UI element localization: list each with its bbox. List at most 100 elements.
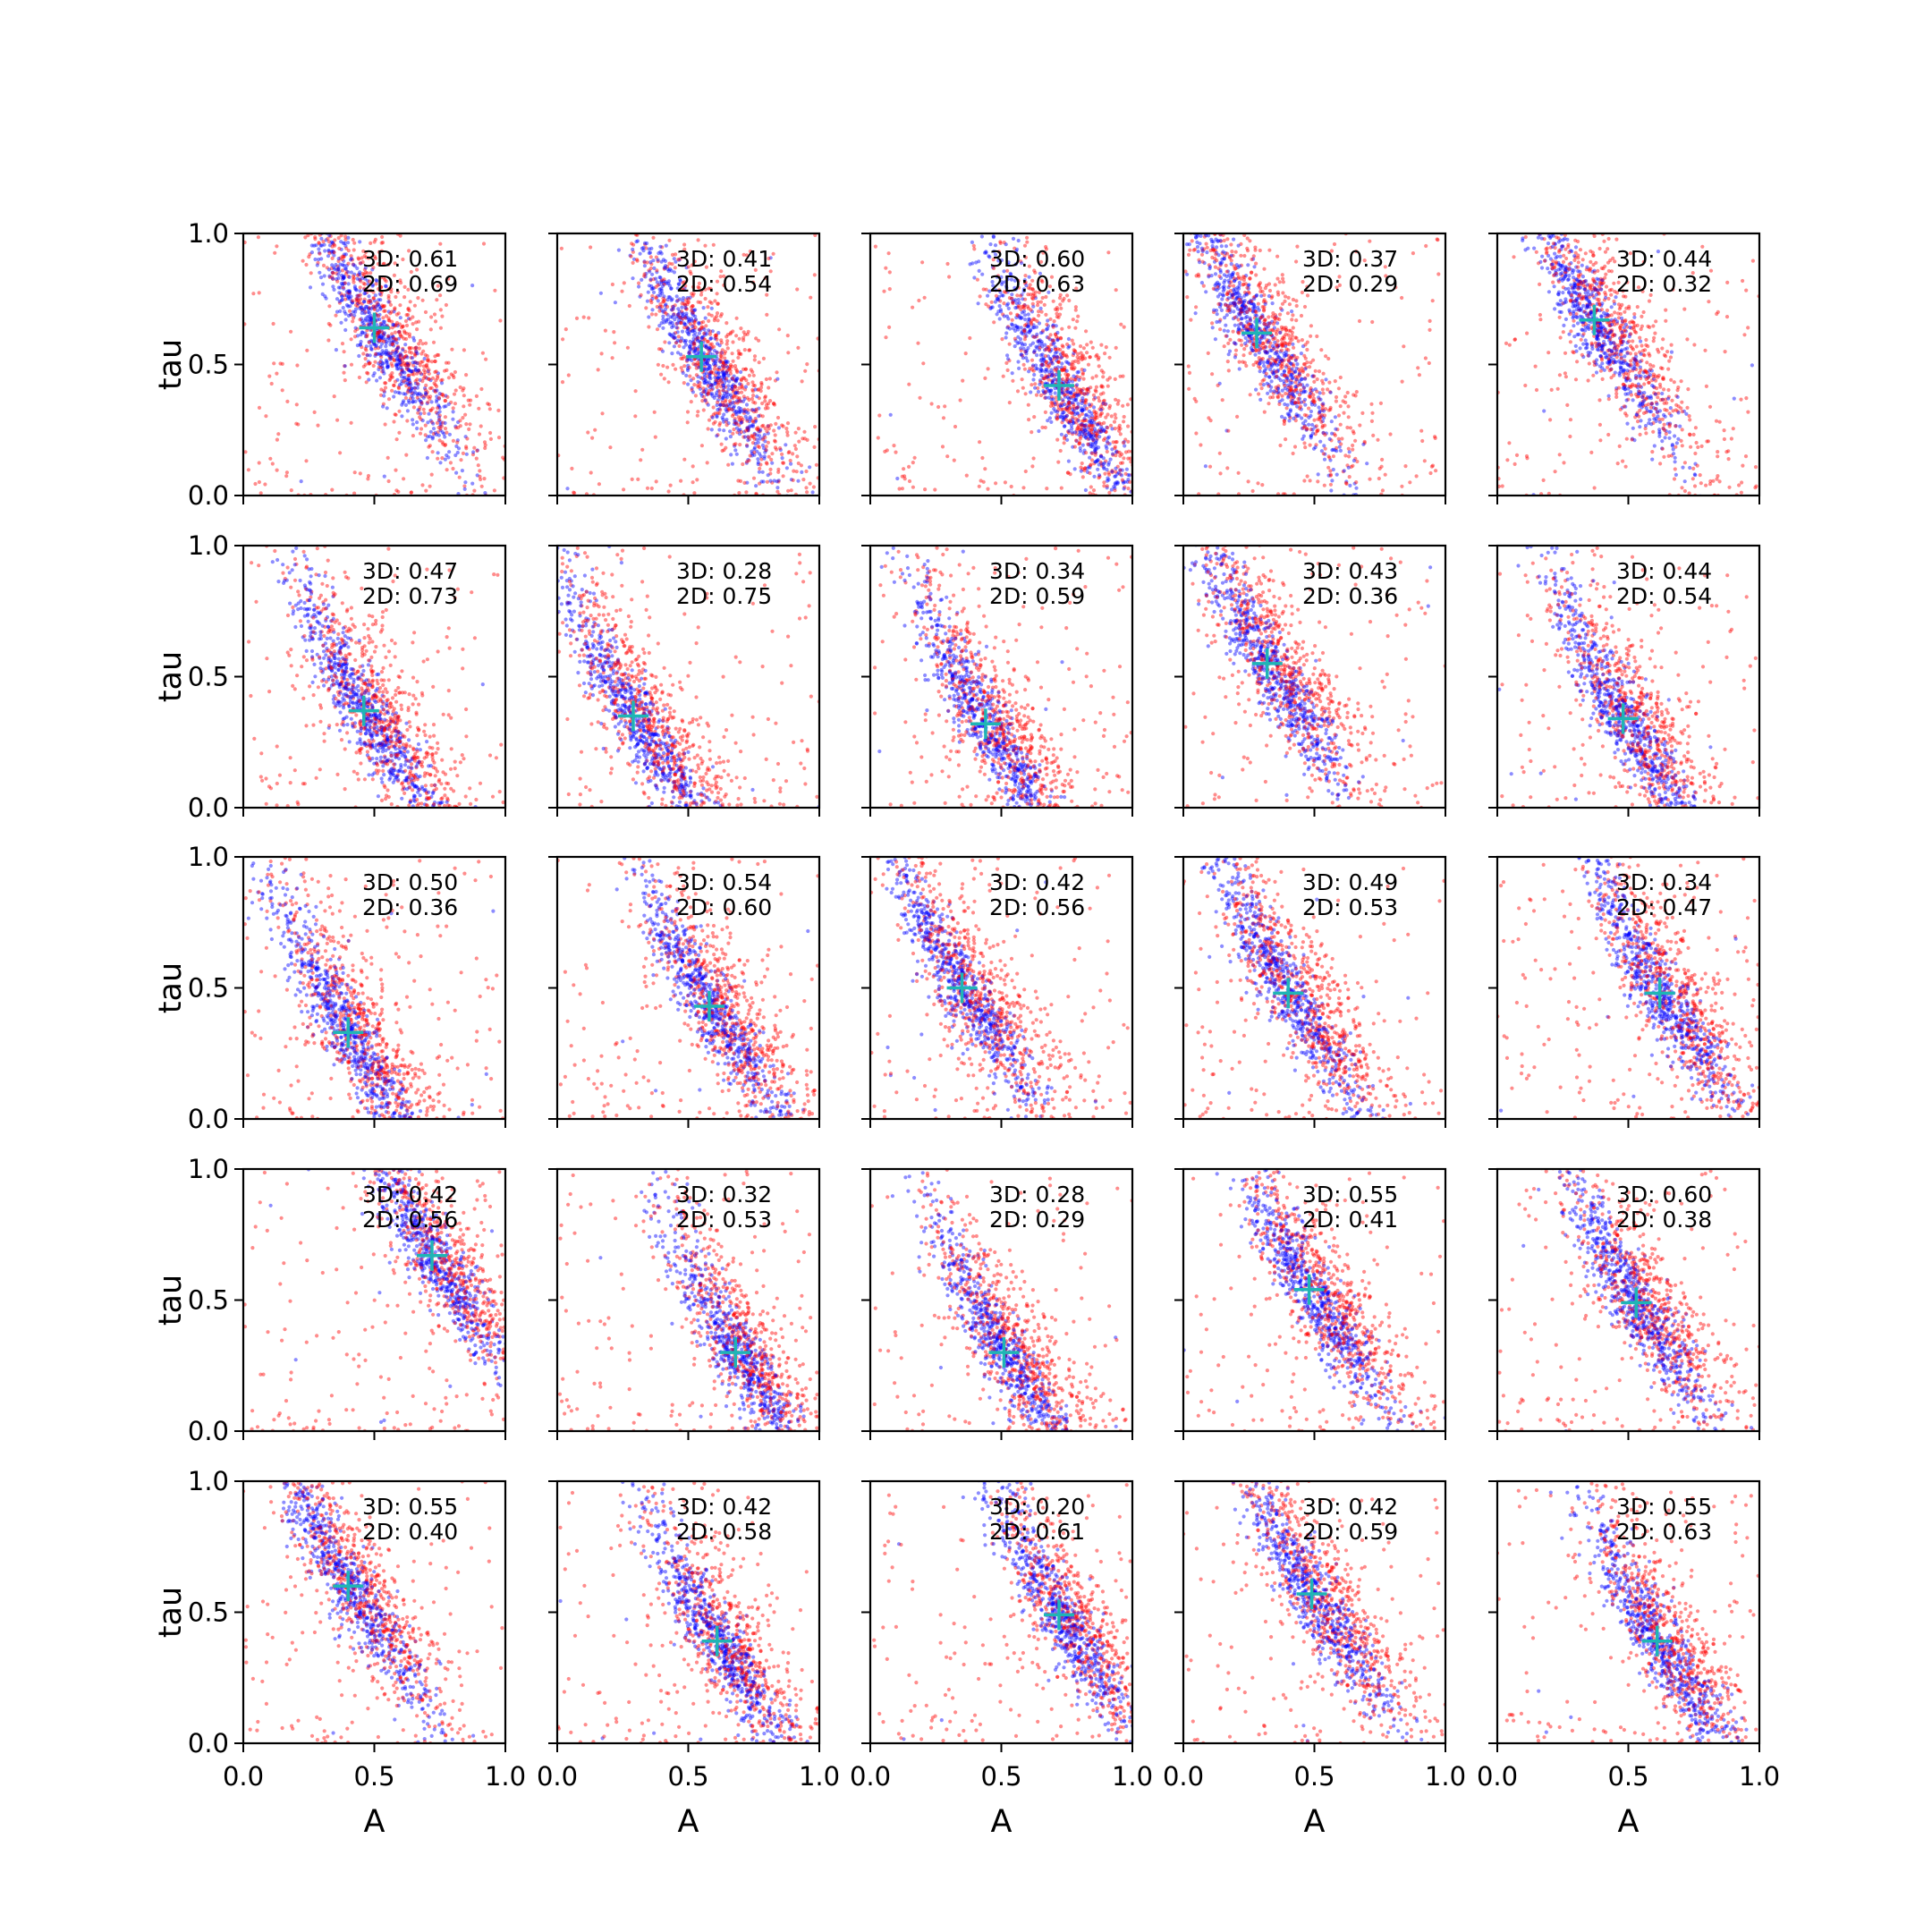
point-2d [1184, 153, 1188, 157]
point-2d [275, 372, 278, 376]
point-2d [1060, 369, 1063, 372]
point-2d [758, 467, 761, 470]
point-2d [1106, 250, 1110, 254]
point-3d [394, 390, 397, 394]
point-2d [342, 255, 345, 258]
point-3d [283, 148, 286, 151]
point-3d [348, 304, 352, 308]
point-2d [381, 241, 385, 244]
point-3d [1183, 217, 1187, 221]
point-2d [1150, 469, 1154, 472]
point-2d [644, 306, 648, 309]
point-3d [292, 213, 296, 216]
point-3d [1015, 326, 1019, 329]
point-2d [1060, 487, 1063, 490]
point-2d [731, 352, 734, 355]
point-3d [1045, 369, 1048, 372]
point-2d [1089, 386, 1092, 389]
point-3d [767, 473, 770, 477]
point-2d [911, 461, 915, 464]
point-3d [1066, 390, 1070, 394]
point-2d [1021, 305, 1025, 309]
point-3d [1120, 473, 1123, 477]
point-2d [453, 393, 456, 396]
point-2d [637, 282, 640, 285]
point-3d [668, 284, 672, 287]
point-2d [1161, 516, 1165, 520]
point-2d [612, 219, 615, 223]
point-2d [338, 197, 342, 200]
point-3d [977, 206, 980, 209]
point-3d [1076, 402, 1080, 405]
point-3d [1149, 506, 1153, 510]
point-3d [1089, 445, 1092, 448]
point-2d [458, 476, 462, 479]
point-3d [359, 306, 362, 309]
point-3d [407, 399, 411, 402]
point-2d [677, 344, 681, 348]
point-3d [320, 201, 324, 205]
point-2d [1134, 465, 1138, 469]
point-3d [677, 312, 681, 316]
point-2d [1268, 395, 1272, 399]
point-2d [424, 342, 428, 345]
label-2d: 2D: 0.69 [362, 271, 458, 297]
point-2d [482, 498, 486, 502]
point-3d [672, 332, 675, 335]
point-2d [657, 309, 661, 313]
point-2d [478, 469, 481, 472]
point-2d [1224, 192, 1228, 196]
point-2d [622, 487, 625, 491]
point-3d [1054, 410, 1057, 413]
point-3d [1049, 388, 1053, 392]
point-3d [284, 199, 288, 202]
point-2d [1275, 330, 1278, 334]
point-3d [826, 545, 829, 548]
point-2d [728, 332, 732, 335]
point-3d [1266, 392, 1269, 395]
point-2d [384, 422, 387, 426]
point-3d [421, 419, 425, 422]
point-2d [1126, 425, 1130, 428]
point-3d [652, 291, 656, 294]
point-2d [464, 446, 468, 450]
point-3d [693, 349, 697, 352]
point-2d [376, 332, 379, 335]
point-3d [1201, 225, 1205, 229]
point-3d [981, 203, 985, 207]
point-2d [760, 402, 764, 405]
point-2d [1004, 480, 1007, 484]
point-2d [419, 427, 423, 430]
point-3d [1330, 419, 1334, 423]
point-2d [784, 550, 787, 554]
point-2d [581, 151, 585, 155]
point-3d [1211, 244, 1215, 248]
point-2d [288, 143, 292, 147]
point-2d [673, 229, 676, 233]
point-2d [1092, 488, 1096, 492]
point-3d [1011, 371, 1014, 375]
point-3d [244, 51, 248, 55]
point-2d [1063, 297, 1066, 301]
point-3d [438, 392, 442, 395]
point-2d [1135, 502, 1139, 505]
point-3d [383, 323, 386, 326]
point-2d [1335, 400, 1338, 403]
point-2d [921, 361, 925, 365]
point-3d [1037, 429, 1040, 433]
point-3d [328, 221, 332, 225]
point-3d [341, 277, 344, 281]
point-2d [368, 341, 371, 344]
point-3d [1271, 301, 1275, 305]
point-3d [373, 371, 377, 375]
point-3d [1168, 203, 1172, 207]
point-2d [1067, 299, 1071, 302]
point-2d [1400, 485, 1403, 488]
point-3d [411, 422, 415, 426]
point-3d [637, 284, 640, 288]
point-2d [1158, 453, 1162, 457]
point-3d [377, 318, 381, 321]
point-2d [972, 247, 976, 250]
point-3d [945, 114, 949, 117]
point-2d [663, 340, 666, 343]
